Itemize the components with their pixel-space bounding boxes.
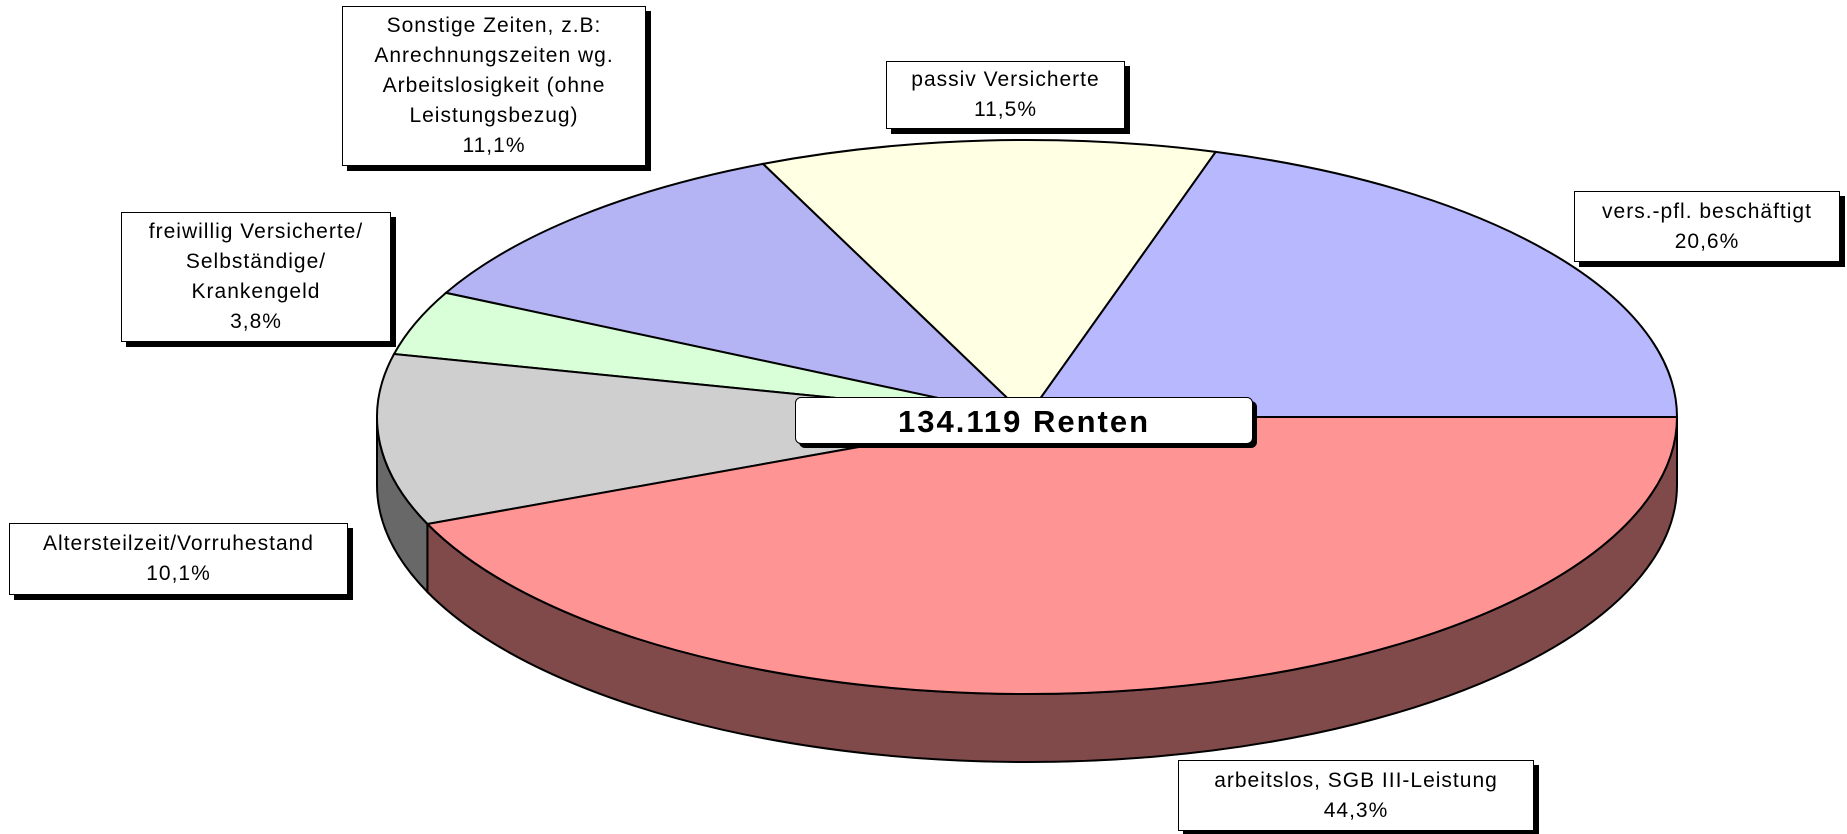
label-name: Sonstige Zeiten, z.B: Anrechnungszeiten …: [374, 14, 614, 127]
label-name: arbeitslos, SGB III-Leistung: [1214, 768, 1498, 792]
label-name: vers.-pfl. beschäftigt: [1602, 199, 1812, 223]
slice: [1025, 150, 1679, 418]
slice-label: vers.-pfl. beschäftigt 20,6%: [1574, 191, 1840, 262]
label-value: 20,6%: [1674, 229, 1740, 253]
label-value: 44,3%: [1323, 798, 1389, 822]
label-name: passiv Versicherte: [911, 68, 1100, 91]
slice: [443, 162, 1031, 419]
slice-label: passiv Versicherte 11,5%: [886, 61, 1125, 129]
total-annotation: 134.119 Renten: [795, 397, 1253, 444]
label-value: 3,8%: [230, 310, 282, 333]
slice: [376, 352, 1028, 526]
slice: [425, 416, 1679, 695]
slice-label: Altersteilzeit/Vorruhestand 10,1%: [9, 523, 348, 595]
label-name: freiwillig Versicherte/ Selbständige/ Kr…: [148, 220, 364, 303]
label-value: 10,1%: [146, 562, 211, 585]
slice-label: Sonstige Zeiten, z.B: Anrechnungszeiten …: [342, 6, 646, 166]
slice: [760, 139, 1218, 419]
label-value: 11,1%: [462, 134, 526, 157]
label-name: Altersteilzeit/Vorruhestand: [43, 532, 314, 555]
slice-label: freiwillig Versicherte/ Selbständige/ Kr…: [121, 212, 391, 342]
slice-label: arbeitslos, SGB III-Leistung 44,3%: [1178, 760, 1534, 831]
label-value: 11,5%: [974, 98, 1037, 121]
